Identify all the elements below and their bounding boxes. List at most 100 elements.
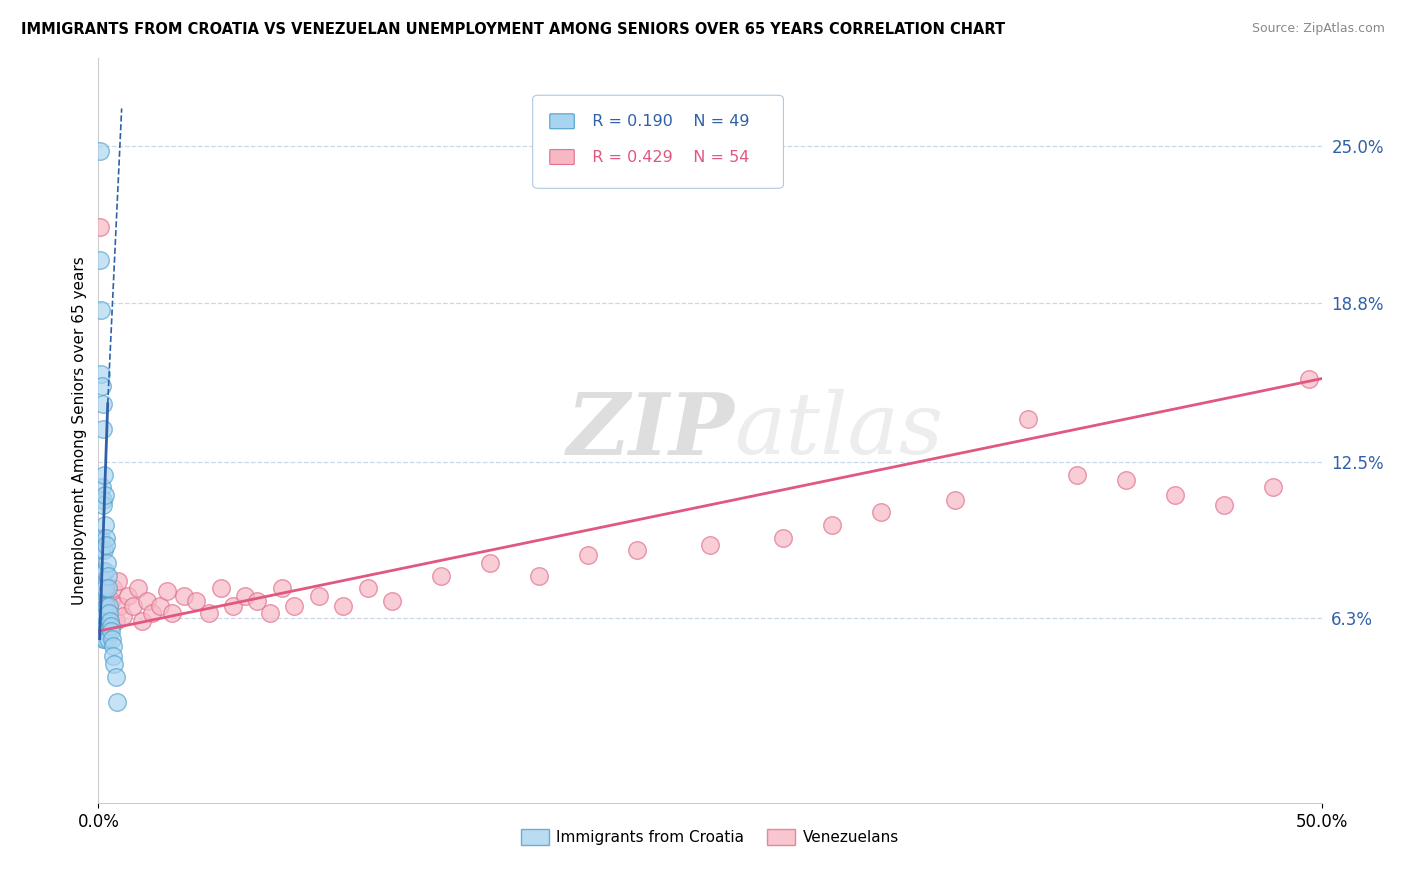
Point [101, 640, 124, 654]
Point [110, 599, 132, 613]
Point [96, 624, 118, 639]
Point [117, 589, 139, 603]
Point [93, 543, 115, 558]
Point [821, 518, 844, 533]
Point [107, 574, 129, 588]
Point [127, 581, 149, 595]
Point [93, 619, 115, 633]
Point [98, 607, 121, 621]
Text: R = 0.429    N = 54: R = 0.429 N = 54 [582, 150, 749, 164]
Point [233, 589, 256, 603]
Point [136, 594, 159, 608]
FancyBboxPatch shape [550, 150, 574, 164]
Point [97, 589, 120, 603]
FancyBboxPatch shape [533, 95, 783, 188]
Point [91, 574, 114, 588]
Point [104, 614, 127, 628]
Point [430, 568, 453, 582]
Point [699, 538, 721, 552]
Point [89, 220, 111, 235]
Point [197, 607, 219, 621]
Point [149, 599, 172, 613]
Point [91, 422, 114, 436]
Point [90, 543, 112, 558]
Point [94, 581, 117, 595]
Point [1066, 467, 1088, 482]
Point [89, 145, 111, 159]
Point [97, 599, 120, 613]
Text: R = 0.190    N = 49: R = 0.190 N = 49 [582, 114, 749, 128]
FancyBboxPatch shape [550, 114, 574, 128]
Point [576, 549, 599, 563]
Point [156, 583, 179, 598]
Point [94, 581, 117, 595]
Point [91, 632, 114, 646]
Point [943, 492, 966, 507]
Point [104, 669, 127, 683]
Point [283, 599, 305, 613]
Point [100, 594, 122, 608]
Text: ZIP: ZIP [567, 389, 734, 472]
Point [1261, 480, 1284, 494]
Point [94, 599, 117, 613]
Point [93, 564, 115, 578]
Point [131, 614, 153, 628]
Point [308, 589, 330, 603]
Point [90, 619, 112, 633]
Point [98, 609, 121, 624]
Point [93, 624, 115, 639]
Point [381, 594, 404, 608]
Point [93, 467, 115, 482]
Point [870, 505, 893, 519]
Text: IMMIGRANTS FROM CROATIA VS VENEZUELAN UNEMPLOYMENT AMONG SENIORS OVER 65 YEARS C: IMMIGRANTS FROM CROATIA VS VENEZUELAN UN… [21, 22, 1005, 37]
Point [97, 581, 120, 595]
Point [259, 607, 281, 621]
Point [1017, 412, 1039, 426]
Point [332, 599, 354, 613]
Point [173, 589, 195, 603]
Point [89, 252, 111, 267]
Y-axis label: Unemployment Among Seniors over 65 years: Unemployment Among Seniors over 65 years [72, 256, 87, 605]
Point [160, 607, 183, 621]
Point [772, 531, 794, 545]
Point [91, 599, 114, 613]
Point [97, 568, 120, 582]
Point [94, 531, 117, 545]
Point [1115, 473, 1137, 487]
Text: Source: ZipAtlas.com: Source: ZipAtlas.com [1251, 22, 1385, 36]
Point [100, 624, 122, 639]
Point [1298, 371, 1320, 385]
Point [97, 632, 120, 646]
Point [96, 619, 118, 633]
Point [90, 531, 112, 545]
Point [90, 367, 112, 381]
Point [96, 556, 118, 570]
Point [90, 611, 112, 625]
Point [186, 594, 208, 608]
Point [91, 492, 114, 507]
Legend: Immigrants from Croatia, Venezuelans: Immigrants from Croatia, Venezuelans [515, 822, 905, 851]
Point [94, 518, 117, 533]
Point [1212, 498, 1234, 512]
Point [101, 581, 124, 595]
Point [527, 568, 550, 582]
Point [91, 607, 114, 621]
Point [356, 581, 378, 595]
Text: atlas: atlas [734, 389, 943, 472]
Point [1164, 488, 1187, 502]
Point [91, 564, 114, 578]
Point [270, 581, 294, 595]
Point [96, 599, 118, 613]
Point [209, 581, 232, 595]
Point [96, 538, 118, 552]
Point [93, 607, 115, 621]
Point [478, 556, 501, 570]
Point [103, 657, 125, 671]
Point [121, 599, 143, 613]
Point [141, 607, 163, 621]
Point [105, 695, 128, 709]
Point [101, 649, 124, 664]
Point [101, 632, 124, 646]
Point [91, 498, 114, 512]
Point [246, 594, 269, 608]
